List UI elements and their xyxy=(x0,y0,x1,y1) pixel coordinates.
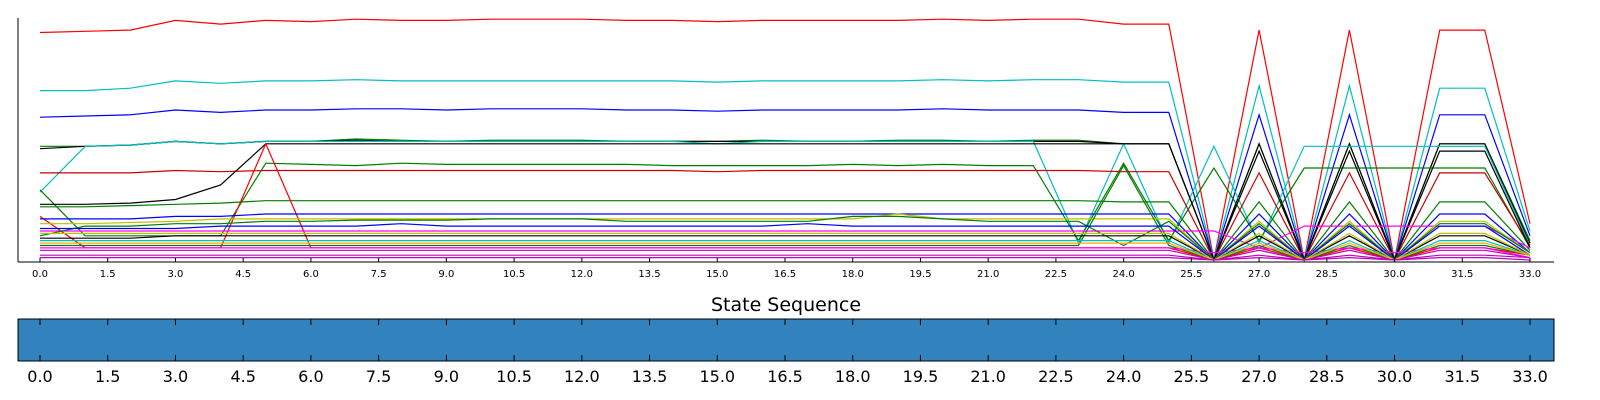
x-tick-label: 0.0 xyxy=(32,269,48,280)
x-tick-label: 21.0 xyxy=(977,269,999,280)
state-tick-label: 6.0 xyxy=(298,367,323,386)
series-line-6 xyxy=(39,162,1531,249)
series-line-22 xyxy=(40,232,1531,261)
state-tick-label: 30.0 xyxy=(1377,367,1413,386)
state-tick-label: 3.0 xyxy=(163,367,188,386)
x-tick-label: 10.5 xyxy=(503,269,525,280)
state-tick-label: 22.5 xyxy=(1038,367,1074,386)
series-line-18 xyxy=(40,235,1531,261)
x-tick-label: 31.5 xyxy=(1451,269,1473,280)
series-line-5 xyxy=(39,140,1531,246)
state-tick-label: 1.5 xyxy=(95,367,120,386)
state-tick-label: 12.0 xyxy=(564,367,600,386)
x-tick-label: 1.5 xyxy=(100,269,116,280)
series-line-20 xyxy=(40,242,1531,261)
x-tick-label: 25.5 xyxy=(1180,269,1202,280)
x-tick-label: 15.0 xyxy=(706,269,728,280)
state-tick-label: 16.5 xyxy=(767,367,803,386)
series-line-0 xyxy=(39,18,1531,261)
series-line-8 xyxy=(40,143,1531,262)
state-tick-label: 7.5 xyxy=(366,367,391,386)
state-tick-label: 9.0 xyxy=(434,367,459,386)
state-sequence-ticks: 0.0 1.5 3.0 4.5 6.0 7.5 9.0 10.5 12.0 13.5 15.0 16.… xyxy=(27,319,1548,386)
x-tick-label: 3.0 xyxy=(168,269,184,280)
state-tick-label: 13.5 xyxy=(632,367,668,386)
series-line-3 xyxy=(40,138,1531,262)
x-axis-ticks: 0.0 1.5 3.0 4.5 6.0 7.5 9.0 10.5 12.0 13.5 15.0 16.… xyxy=(32,258,1541,280)
series-line-14 xyxy=(39,215,1531,261)
series-line-21 xyxy=(40,223,1531,261)
x-tick-label: 33.0 xyxy=(1519,269,1541,280)
x-tick-label: 22.5 xyxy=(1045,269,1067,280)
state-sequence-title: State Sequence xyxy=(711,294,861,316)
x-tick-label: 27.0 xyxy=(1248,269,1270,280)
series-line-24 xyxy=(40,256,1531,261)
state-tick-label: 4.5 xyxy=(230,367,255,386)
x-tick-label: 4.5 xyxy=(235,269,251,280)
series-line-23 xyxy=(40,254,1531,261)
series-line-1 xyxy=(40,79,1531,263)
x-tick-label: 12.0 xyxy=(571,269,593,280)
x-tick-label: 18.0 xyxy=(842,269,864,280)
x-tick-label: 13.5 xyxy=(638,269,660,280)
state-tick-label: 28.5 xyxy=(1309,367,1345,386)
x-tick-label: 24.0 xyxy=(1113,269,1135,280)
series-line-2 xyxy=(39,108,1531,263)
line-chart-panel: 0.0 1.5 3.0 4.5 6.0 7.5 9.0 10.5 12.0 13.5 15.0 16.… xyxy=(17,18,1554,280)
x-tick-label: 16.5 xyxy=(774,269,796,280)
x-tick-label: 7.5 xyxy=(371,269,387,280)
state-sequence-panel: State Sequence 0.0 1.5 3.0 4.5 6.0 7.5 9.0 10.5… xyxy=(17,294,1555,386)
series-line-19 xyxy=(40,239,1531,261)
state-tick-label: 24.0 xyxy=(1106,367,1142,386)
x-tick-label: 6.0 xyxy=(303,269,319,280)
x-tick-label: 19.5 xyxy=(909,269,931,280)
series-line-9 xyxy=(40,200,1531,261)
state-tick-label: 33.0 xyxy=(1512,367,1548,386)
series-line-12 xyxy=(40,225,1531,249)
series-line-16 xyxy=(40,249,1531,261)
x-tick-label: 30.0 xyxy=(1383,269,1405,280)
state-tick-label: 19.5 xyxy=(903,367,939,386)
series-line-7 xyxy=(40,169,1531,262)
state-tick-label: 31.5 xyxy=(1444,367,1480,386)
state-tick-label: 25.5 xyxy=(1174,367,1210,386)
line-series-group xyxy=(39,18,1531,263)
series-line-15 xyxy=(40,164,1531,261)
state-sequence-bar xyxy=(17,318,1555,362)
state-tick-label: 10.5 xyxy=(496,367,532,386)
state-tick-label: 21.0 xyxy=(970,367,1006,386)
x-tick-label: 28.5 xyxy=(1316,269,1338,280)
state-tick-label: 27.0 xyxy=(1241,367,1277,386)
state-tick-label: 0.0 xyxy=(27,367,52,386)
x-tick-label: 9.0 xyxy=(438,269,454,280)
state-tick-label: 18.0 xyxy=(835,367,871,386)
state-tick-label: 15.0 xyxy=(699,367,735,386)
series-line-13 xyxy=(40,213,1531,261)
